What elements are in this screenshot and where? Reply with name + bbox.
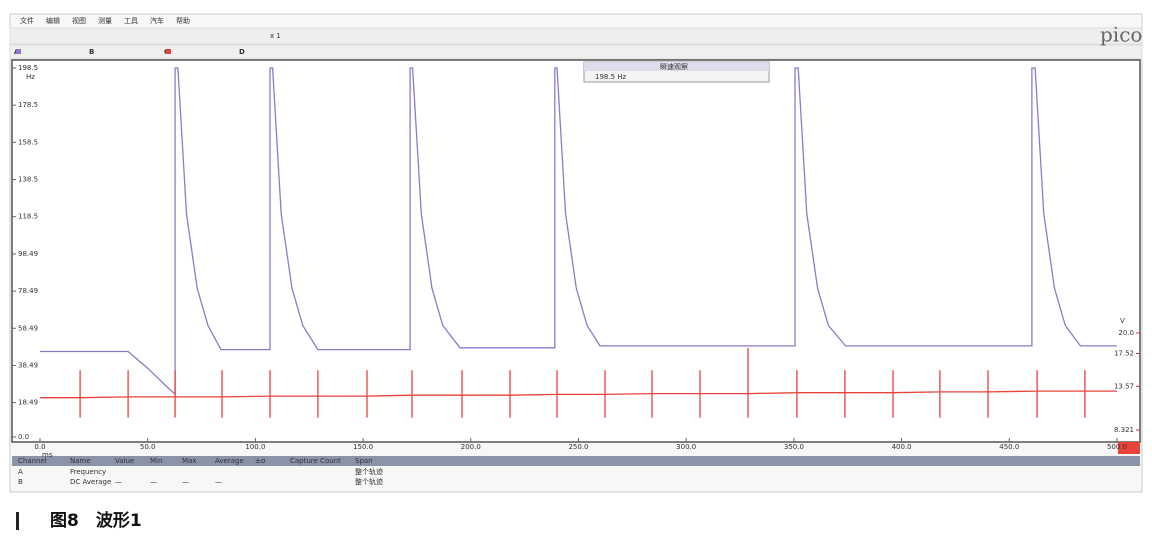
x-tick-label: 50.0	[140, 443, 156, 451]
table-cell: —	[215, 478, 222, 486]
menu-item[interactable]: 汽车	[150, 16, 164, 25]
y-tick-label: 38.49	[18, 361, 38, 369]
popup-value: 198.5 Hz	[595, 73, 627, 81]
menu-item[interactable]: 工具	[124, 17, 138, 25]
y-tick-label: 58.49	[18, 324, 38, 332]
legend-swatch	[16, 49, 21, 54]
y2-tick-label: 8.321	[1114, 426, 1134, 434]
table-header-cell: Value	[115, 457, 134, 465]
logo: pico	[1100, 23, 1142, 47]
table-header-cell: Max	[182, 457, 196, 465]
x-tick-label: 0.0	[34, 443, 45, 451]
table-cell: 整个轨迹	[355, 467, 383, 476]
x-tick-label: 350.0	[784, 443, 804, 451]
y-tick-label: 78.49	[18, 287, 38, 295]
x-tick-label: 500.0	[1107, 443, 1127, 451]
table-cell: 整个轨迹	[355, 477, 383, 486]
table-cell: —	[115, 478, 122, 486]
y2-unit: V	[1120, 317, 1125, 325]
y-tick-label: 118.5	[18, 213, 38, 221]
y-unit: Hz	[26, 73, 35, 81]
menu-item[interactable]: 测量	[98, 17, 112, 25]
x-tick-label: 100.0	[245, 443, 265, 451]
y-tick-label: 178.5	[18, 101, 38, 109]
table-cell: —	[150, 478, 157, 486]
x-tick-label: 450.0	[999, 443, 1019, 451]
y-tick-label: 198.5	[18, 64, 38, 72]
menu-item[interactable]: 帮助	[176, 16, 190, 25]
popup-header	[584, 62, 769, 71]
channel-button[interactable]: B	[89, 48, 94, 56]
caption: 图8 波形1	[50, 510, 142, 531]
series-line	[40, 347, 1117, 418]
table-header-cell: ±σ	[255, 457, 266, 465]
table-header-cell: Average	[215, 457, 244, 465]
x-tick-label: 200.0	[461, 443, 481, 451]
table-cell: Frequency	[70, 468, 106, 476]
table-cell: A	[18, 468, 23, 476]
y2-tick-label: 13.57	[1114, 382, 1134, 390]
y-tick-label: 0.0	[18, 433, 29, 441]
table-cell: —	[182, 478, 189, 486]
y-tick-label: 158.5	[18, 138, 38, 146]
x-unit: ms	[42, 451, 53, 459]
table-cell: B	[18, 478, 23, 486]
y-tick-label: 98.49	[18, 250, 38, 258]
toolbar	[9, 27, 1143, 45]
table-header	[12, 456, 1140, 466]
caption-bar	[16, 512, 19, 530]
x-tick-label: 400.0	[892, 443, 912, 451]
y-tick-label: 18.49	[18, 399, 38, 407]
y-tick-label: 138.5	[18, 176, 38, 184]
plot-area	[11, 59, 1141, 443]
table-header-cell: Min	[150, 457, 162, 465]
legend-swatch	[166, 49, 171, 54]
x-tick-label: 250.0	[568, 443, 588, 451]
menu-item[interactable]: 文件	[20, 16, 34, 25]
table-header-cell: Capture Count	[290, 457, 341, 465]
x-tick-label: 300.0	[676, 443, 696, 451]
table-cell: DC Average	[70, 478, 111, 486]
y2-tick-label: 20.0	[1118, 329, 1134, 337]
table-header-cell: Channel	[18, 457, 47, 465]
x-tick-label: 150.0	[353, 443, 373, 451]
series-line	[40, 67, 1117, 396]
status-flag	[1118, 442, 1140, 454]
zoom[interactable]: x 1	[270, 32, 281, 40]
y2-tick-label: 17.52	[1114, 350, 1134, 358]
menu-item[interactable]: 编辑	[46, 16, 60, 25]
channel-bar	[9, 44, 1143, 60]
table-header-cell: Name	[70, 457, 91, 465]
menu-item[interactable]: 视图	[72, 16, 86, 25]
table-header-cell: Span	[355, 457, 373, 465]
channel-button[interactable]: D	[239, 48, 245, 56]
popup-title: 瞬速观察	[660, 62, 688, 71]
